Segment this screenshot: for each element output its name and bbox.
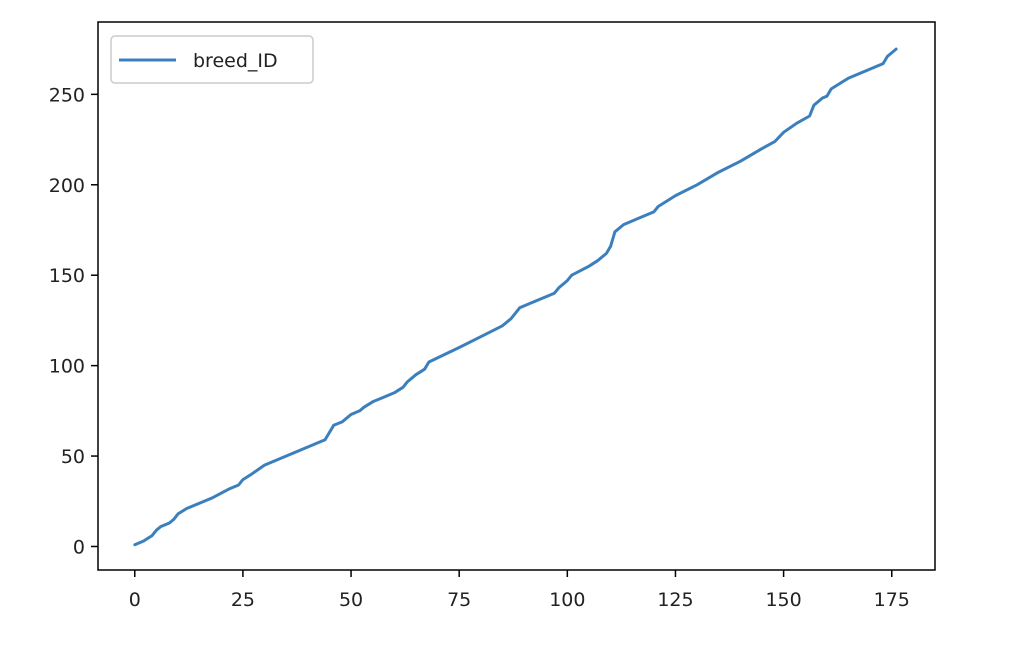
plot-area: [97, 21, 936, 571]
x-tick-label: 100: [549, 589, 585, 611]
y-tick-label: 250: [49, 84, 85, 106]
series-line-breed-id: [133, 47, 898, 547]
x-tick-label: 125: [657, 589, 693, 611]
y-tick-label: 50: [61, 446, 85, 468]
x-tick-label: 175: [874, 589, 910, 611]
x-tick-label: 25: [231, 589, 255, 611]
x-tick-label: 0: [129, 589, 141, 611]
y-tick-label: 100: [49, 356, 85, 378]
x-tick-label: 75: [447, 589, 471, 611]
x-tick-label: 50: [339, 589, 363, 611]
legend: breed_ID: [110, 35, 314, 84]
x-tick-label: 150: [765, 589, 801, 611]
y-tick-label: 200: [49, 175, 85, 197]
y-tick-label: 150: [49, 265, 85, 287]
legend-label: breed_ID: [193, 50, 278, 72]
x-axis: 0 25 50 75 100 125 150 175: [129, 570, 910, 611]
legend-box: [110, 35, 314, 84]
y-axis: 0 50 100 150 200 250: [49, 84, 98, 558]
y-tick-label: 0: [73, 536, 85, 558]
